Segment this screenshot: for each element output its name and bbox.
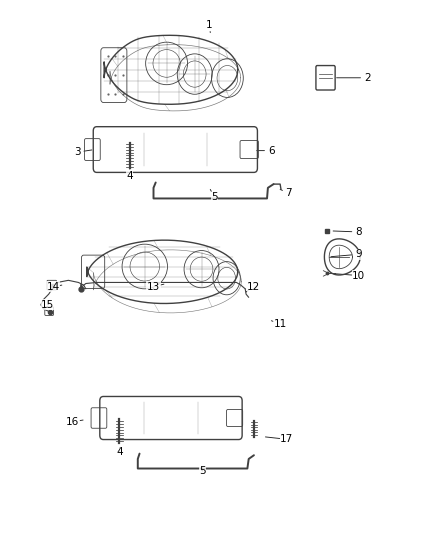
Text: 15: 15	[41, 300, 54, 310]
Text: 16: 16	[66, 417, 79, 427]
Text: 10: 10	[352, 271, 365, 280]
Text: 5: 5	[199, 466, 206, 476]
Text: 9: 9	[355, 249, 362, 259]
Text: 2: 2	[364, 73, 371, 83]
Text: 6: 6	[268, 146, 275, 156]
Text: 4: 4	[116, 447, 123, 456]
Text: 12: 12	[247, 282, 261, 292]
Text: 7: 7	[286, 188, 292, 198]
Text: 13: 13	[147, 282, 160, 292]
Text: 11: 11	[273, 319, 287, 329]
Text: 3: 3	[74, 147, 81, 157]
Text: 4: 4	[126, 171, 133, 181]
Text: 14: 14	[46, 282, 60, 292]
Text: 8: 8	[355, 227, 362, 237]
Text: 1: 1	[206, 20, 213, 30]
Text: 5: 5	[211, 192, 218, 203]
Text: 17: 17	[280, 434, 293, 445]
